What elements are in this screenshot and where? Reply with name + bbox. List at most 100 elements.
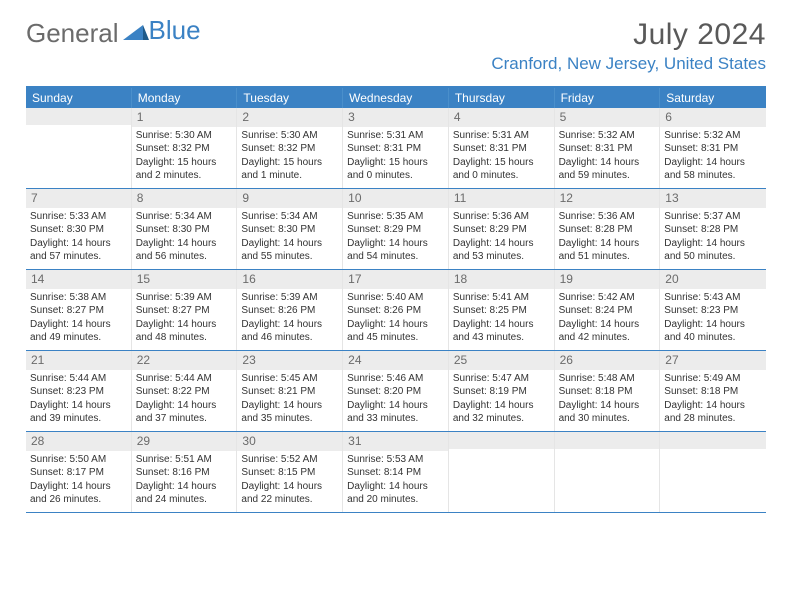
day-cell: 3Sunrise: 5:31 AMSunset: 8:31 PMDaylight… bbox=[343, 108, 449, 188]
day-cell: 12Sunrise: 5:36 AMSunset: 8:28 PMDayligh… bbox=[555, 189, 661, 269]
day-body: Sunrise: 5:31 AMSunset: 8:31 PMDaylight:… bbox=[343, 127, 448, 187]
day-number: 25 bbox=[449, 351, 554, 370]
day-body: Sunrise: 5:33 AMSunset: 8:30 PMDaylight:… bbox=[26, 208, 131, 268]
day-number: 16 bbox=[237, 270, 342, 289]
logo-word-2: Blue bbox=[149, 15, 201, 45]
day-cell: 20Sunrise: 5:43 AMSunset: 8:23 PMDayligh… bbox=[660, 270, 766, 350]
day-number: 7 bbox=[26, 189, 131, 208]
day-of-week-row: SundayMondayTuesdayWednesdayThursdayFrid… bbox=[26, 88, 766, 108]
day-body: Sunrise: 5:31 AMSunset: 8:31 PMDaylight:… bbox=[449, 127, 554, 187]
day-number: 26 bbox=[555, 351, 660, 370]
day-number: 11 bbox=[449, 189, 554, 208]
day-body: Sunrise: 5:34 AMSunset: 8:30 PMDaylight:… bbox=[237, 208, 342, 268]
week-row: 14Sunrise: 5:38 AMSunset: 8:27 PMDayligh… bbox=[26, 270, 766, 351]
day-cell: 9Sunrise: 5:34 AMSunset: 8:30 PMDaylight… bbox=[237, 189, 343, 269]
day-body: Sunrise: 5:53 AMSunset: 8:14 PMDaylight:… bbox=[343, 451, 448, 511]
day-cell: 16Sunrise: 5:39 AMSunset: 8:26 PMDayligh… bbox=[237, 270, 343, 350]
day-number: 29 bbox=[132, 432, 237, 451]
day-number: 22 bbox=[132, 351, 237, 370]
day-cell bbox=[660, 432, 766, 512]
day-body: Sunrise: 5:38 AMSunset: 8:27 PMDaylight:… bbox=[26, 289, 131, 349]
day-body: Sunrise: 5:34 AMSunset: 8:30 PMDaylight:… bbox=[132, 208, 237, 268]
day-cell bbox=[449, 432, 555, 512]
day-body: Sunrise: 5:32 AMSunset: 8:31 PMDaylight:… bbox=[555, 127, 660, 187]
day-cell: 28Sunrise: 5:50 AMSunset: 8:17 PMDayligh… bbox=[26, 432, 132, 512]
day-body: Sunrise: 5:40 AMSunset: 8:26 PMDaylight:… bbox=[343, 289, 448, 349]
day-body: Sunrise: 5:44 AMSunset: 8:23 PMDaylight:… bbox=[26, 370, 131, 430]
week-row: 21Sunrise: 5:44 AMSunset: 8:23 PMDayligh… bbox=[26, 351, 766, 432]
logo: General Blue bbox=[26, 18, 201, 49]
day-number: 18 bbox=[449, 270, 554, 289]
dow-monday: Monday bbox=[132, 88, 238, 108]
location: Cranford, New Jersey, United States bbox=[491, 54, 766, 74]
day-cell: 23Sunrise: 5:45 AMSunset: 8:21 PMDayligh… bbox=[237, 351, 343, 431]
logo-word-1: General bbox=[26, 18, 119, 49]
empty-day bbox=[660, 432, 766, 449]
day-cell: 13Sunrise: 5:37 AMSunset: 8:28 PMDayligh… bbox=[660, 189, 766, 269]
day-cell: 31Sunrise: 5:53 AMSunset: 8:14 PMDayligh… bbox=[343, 432, 449, 512]
day-cell: 10Sunrise: 5:35 AMSunset: 8:29 PMDayligh… bbox=[343, 189, 449, 269]
day-body: Sunrise: 5:35 AMSunset: 8:29 PMDaylight:… bbox=[343, 208, 448, 268]
day-body: Sunrise: 5:42 AMSunset: 8:24 PMDaylight:… bbox=[555, 289, 660, 349]
day-body: Sunrise: 5:37 AMSunset: 8:28 PMDaylight:… bbox=[660, 208, 766, 268]
day-number: 5 bbox=[555, 108, 660, 127]
logo-triangle-icon bbox=[123, 18, 149, 49]
day-number: 27 bbox=[660, 351, 766, 370]
day-body: Sunrise: 5:51 AMSunset: 8:16 PMDaylight:… bbox=[132, 451, 237, 511]
day-number: 30 bbox=[237, 432, 342, 451]
day-cell: 17Sunrise: 5:40 AMSunset: 8:26 PMDayligh… bbox=[343, 270, 449, 350]
day-number: 15 bbox=[132, 270, 237, 289]
day-number: 31 bbox=[343, 432, 448, 451]
day-number: 28 bbox=[26, 432, 131, 451]
day-cell: 14Sunrise: 5:38 AMSunset: 8:27 PMDayligh… bbox=[26, 270, 132, 350]
day-number: 20 bbox=[660, 270, 766, 289]
dow-wednesday: Wednesday bbox=[343, 88, 449, 108]
day-cell: 7Sunrise: 5:33 AMSunset: 8:30 PMDaylight… bbox=[26, 189, 132, 269]
day-body: Sunrise: 5:50 AMSunset: 8:17 PMDaylight:… bbox=[26, 451, 131, 511]
header: General Blue July 2024 Cranford, New Jer… bbox=[0, 0, 792, 78]
day-number: 4 bbox=[449, 108, 554, 127]
day-cell: 4Sunrise: 5:31 AMSunset: 8:31 PMDaylight… bbox=[449, 108, 555, 188]
day-body: Sunrise: 5:45 AMSunset: 8:21 PMDaylight:… bbox=[237, 370, 342, 430]
day-body: Sunrise: 5:30 AMSunset: 8:32 PMDaylight:… bbox=[237, 127, 342, 187]
title-block: July 2024 Cranford, New Jersey, United S… bbox=[491, 18, 766, 74]
day-cell: 22Sunrise: 5:44 AMSunset: 8:22 PMDayligh… bbox=[132, 351, 238, 431]
day-body: Sunrise: 5:36 AMSunset: 8:28 PMDaylight:… bbox=[555, 208, 660, 268]
week-row: 28Sunrise: 5:50 AMSunset: 8:17 PMDayligh… bbox=[26, 432, 766, 513]
day-number: 17 bbox=[343, 270, 448, 289]
day-cell: 1Sunrise: 5:30 AMSunset: 8:32 PMDaylight… bbox=[132, 108, 238, 188]
day-number: 3 bbox=[343, 108, 448, 127]
day-number: 1 bbox=[132, 108, 237, 127]
day-cell: 30Sunrise: 5:52 AMSunset: 8:15 PMDayligh… bbox=[237, 432, 343, 512]
dow-saturday: Saturday bbox=[660, 88, 766, 108]
day-cell: 6Sunrise: 5:32 AMSunset: 8:31 PMDaylight… bbox=[660, 108, 766, 188]
day-number: 24 bbox=[343, 351, 448, 370]
empty-day bbox=[449, 432, 554, 449]
day-body: Sunrise: 5:32 AMSunset: 8:31 PMDaylight:… bbox=[660, 127, 766, 187]
day-cell: 8Sunrise: 5:34 AMSunset: 8:30 PMDaylight… bbox=[132, 189, 238, 269]
calendar: SundayMondayTuesdayWednesdayThursdayFrid… bbox=[26, 86, 766, 513]
day-body: Sunrise: 5:41 AMSunset: 8:25 PMDaylight:… bbox=[449, 289, 554, 349]
day-body: Sunrise: 5:52 AMSunset: 8:15 PMDaylight:… bbox=[237, 451, 342, 511]
day-cell: 11Sunrise: 5:36 AMSunset: 8:29 PMDayligh… bbox=[449, 189, 555, 269]
day-number: 23 bbox=[237, 351, 342, 370]
day-body: Sunrise: 5:39 AMSunset: 8:27 PMDaylight:… bbox=[132, 289, 237, 349]
dow-tuesday: Tuesday bbox=[237, 88, 343, 108]
day-cell: 5Sunrise: 5:32 AMSunset: 8:31 PMDaylight… bbox=[555, 108, 661, 188]
day-body: Sunrise: 5:36 AMSunset: 8:29 PMDaylight:… bbox=[449, 208, 554, 268]
day-body: Sunrise: 5:49 AMSunset: 8:18 PMDaylight:… bbox=[660, 370, 766, 430]
dow-friday: Friday bbox=[555, 88, 661, 108]
day-body: Sunrise: 5:44 AMSunset: 8:22 PMDaylight:… bbox=[132, 370, 237, 430]
week-row: 1Sunrise: 5:30 AMSunset: 8:32 PMDaylight… bbox=[26, 108, 766, 189]
day-number: 13 bbox=[660, 189, 766, 208]
day-cell: 2Sunrise: 5:30 AMSunset: 8:32 PMDaylight… bbox=[237, 108, 343, 188]
day-cell: 19Sunrise: 5:42 AMSunset: 8:24 PMDayligh… bbox=[555, 270, 661, 350]
day-cell: 25Sunrise: 5:47 AMSunset: 8:19 PMDayligh… bbox=[449, 351, 555, 431]
day-number: 6 bbox=[660, 108, 766, 127]
week-row: 7Sunrise: 5:33 AMSunset: 8:30 PMDaylight… bbox=[26, 189, 766, 270]
day-number: 19 bbox=[555, 270, 660, 289]
day-cell: 24Sunrise: 5:46 AMSunset: 8:20 PMDayligh… bbox=[343, 351, 449, 431]
day-cell: 18Sunrise: 5:41 AMSunset: 8:25 PMDayligh… bbox=[449, 270, 555, 350]
day-number: 12 bbox=[555, 189, 660, 208]
day-number: 14 bbox=[26, 270, 131, 289]
